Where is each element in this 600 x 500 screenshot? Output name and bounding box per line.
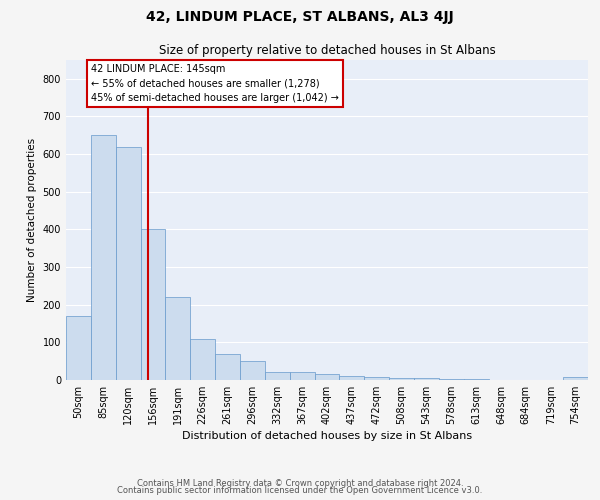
Bar	[314, 374, 340, 380]
Bar	[389, 378, 414, 380]
Bar	[464, 379, 488, 380]
Bar	[265, 372, 290, 380]
Text: Contains public sector information licensed under the Open Government Licence v3: Contains public sector information licen…	[118, 486, 482, 495]
Bar	[290, 372, 314, 380]
Text: 42, LINDUM PLACE, ST ALBANS, AL3 4JJ: 42, LINDUM PLACE, ST ALBANS, AL3 4JJ	[146, 10, 454, 24]
Bar	[116, 146, 140, 380]
X-axis label: Distribution of detached houses by size in St Albans: Distribution of detached houses by size …	[182, 431, 472, 441]
Bar	[563, 378, 588, 380]
Y-axis label: Number of detached properties: Number of detached properties	[27, 138, 37, 302]
Bar	[439, 379, 464, 380]
Bar	[190, 338, 215, 380]
Bar	[215, 354, 240, 380]
Bar	[166, 297, 190, 380]
Bar	[66, 316, 91, 380]
Bar	[364, 377, 389, 380]
Bar	[140, 230, 166, 380]
Bar	[414, 378, 439, 380]
Text: 42 LINDUM PLACE: 145sqm
← 55% of detached houses are smaller (1,278)
45% of semi: 42 LINDUM PLACE: 145sqm ← 55% of detache…	[91, 64, 339, 104]
Bar	[340, 376, 364, 380]
Text: Contains HM Land Registry data © Crown copyright and database right 2024.: Contains HM Land Registry data © Crown c…	[137, 478, 463, 488]
Bar	[240, 361, 265, 380]
Bar	[91, 136, 116, 380]
Title: Size of property relative to detached houses in St Albans: Size of property relative to detached ho…	[158, 44, 496, 58]
